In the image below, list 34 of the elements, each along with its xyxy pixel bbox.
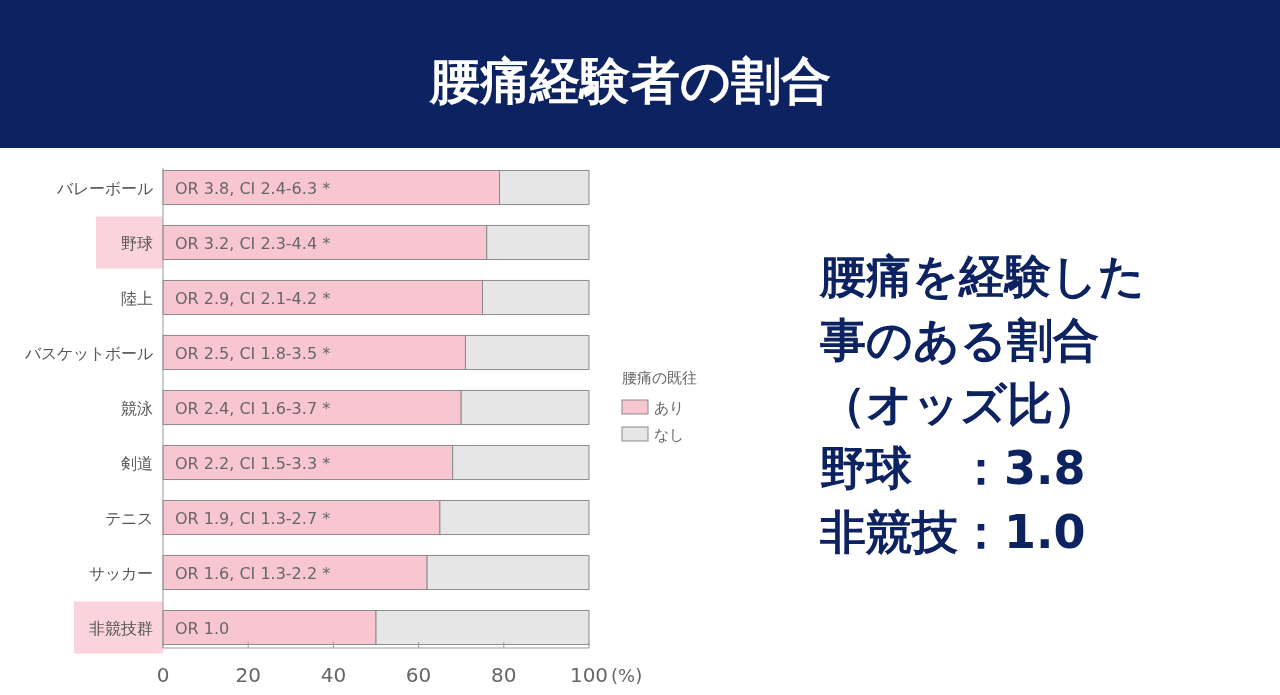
annotation: OR 2.9, CI 2.1-4.2 * xyxy=(175,288,331,308)
y-tick-label: バレーボール xyxy=(56,178,153,198)
y-tick-label: 野球 xyxy=(121,233,153,253)
x-tick-label: 80 xyxy=(491,663,517,687)
y-tick-label: 剣道 xyxy=(121,453,153,473)
text: 事のある割合 xyxy=(819,313,1099,367)
chart-title: 腰痛経験者の割合 xyxy=(427,52,831,110)
x-tick-label: 40 xyxy=(320,663,347,687)
legend-title: 腰痛の既往 xyxy=(622,369,697,387)
x-tick-label: 0 xyxy=(156,663,170,687)
y-tick-label: サッカー xyxy=(89,563,153,583)
y-tick-label: テニス xyxy=(105,508,153,528)
annotation: OR 2.2, CI 1.5-3.3 * xyxy=(175,453,331,473)
y-tick-label: 陸上 xyxy=(121,288,153,308)
legend-label: あり xyxy=(654,399,684,417)
annotation: OR 1.6, CI 1.3-2.2 * xyxy=(175,563,331,583)
annotation: OR 1.0 xyxy=(175,618,230,638)
annotation: OR 2.4, CI 1.6-3.7 * xyxy=(175,398,331,418)
legend-label: なし xyxy=(654,426,684,444)
x-tick-label: 60 xyxy=(405,663,432,687)
annotation: OR 1.9, CI 1.3-2.7 * xyxy=(175,508,331,528)
text: 非競技：1.0 xyxy=(819,505,1086,559)
annotation: OR 3.8, CI 2.4-6.3 * xyxy=(175,178,331,198)
x-axis-title: (%) xyxy=(611,665,643,686)
annotation: OR 2.5, CI 1.8-3.5 * xyxy=(175,343,331,363)
y-tick-label: バスケットボール xyxy=(24,343,153,363)
x-tick-label: 100 xyxy=(569,663,609,687)
text: （オッズ比） xyxy=(820,377,1099,431)
annotation: OR 3.2, CI 2.3-4.4 * xyxy=(175,233,331,253)
x-tick-label: 20 xyxy=(235,663,261,687)
y-tick-label: 非競技群 xyxy=(89,618,153,638)
text: 腰痛を経験した xyxy=(819,249,1145,303)
text: 野球 ：3.8 xyxy=(820,441,1086,495)
y-tick-label: 競泳 xyxy=(121,398,153,418)
